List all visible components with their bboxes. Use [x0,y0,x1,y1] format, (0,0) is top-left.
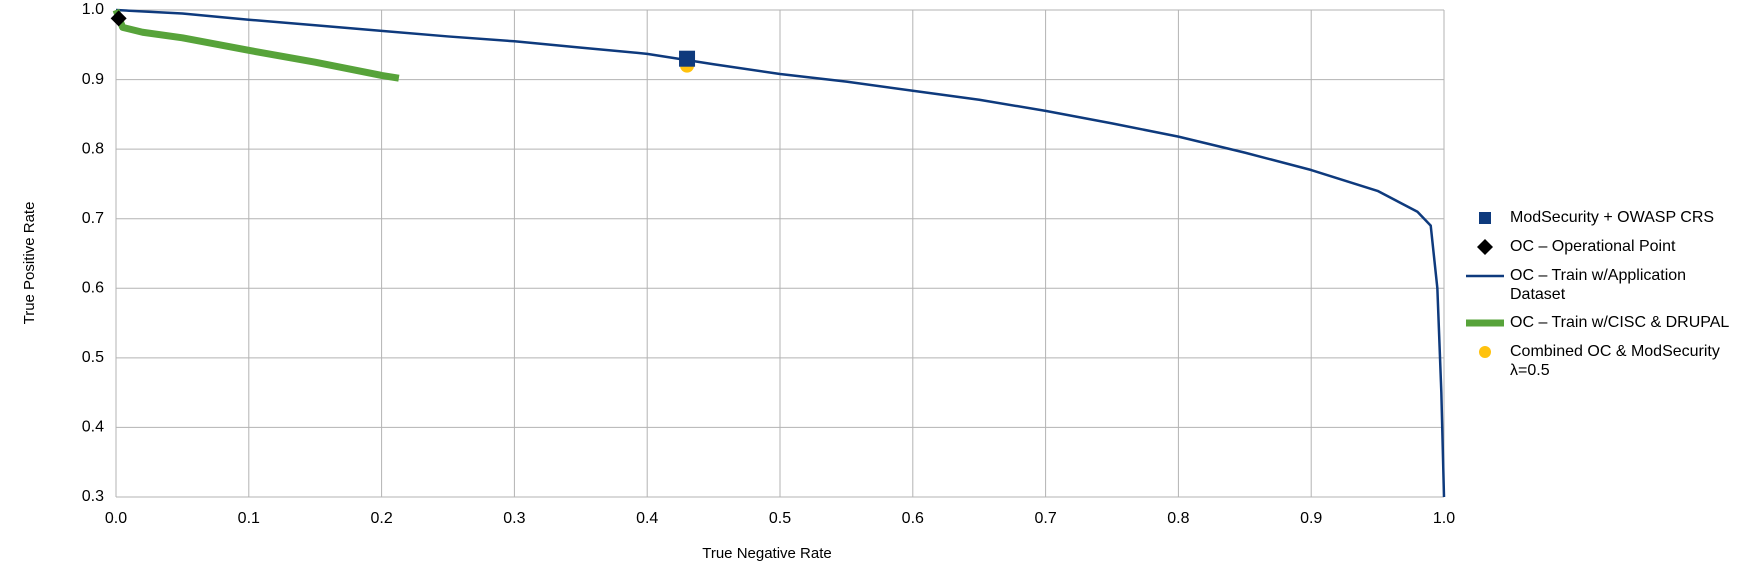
legend-symbol [1479,346,1491,358]
x-tick-label: 1.0 [1433,510,1455,527]
y-axis-title: True Positive Rate [21,202,38,325]
legend-item: OC – Train w/CISC & DRUPAL [1466,313,1744,333]
legend-item: OC – Operational Point [1466,237,1744,257]
diamond-marker [1477,239,1493,255]
legend-label: Combined OC & ModSecurity λ=0.5 [1510,343,1720,379]
legend-symbol [1466,319,1504,327]
x-tick-label: 0.1 [238,510,260,527]
legend-label: OC – Operational Point [1510,238,1676,255]
y-tick-label: 0.9 [82,71,104,88]
y-tick-label: 0.8 [82,140,104,157]
series-line [112,8,400,82]
y-tick-label: 0.7 [82,210,104,227]
square-marker [1479,212,1491,224]
y-tick-label: 0.4 [82,419,104,436]
x-tick-label: 0.6 [902,510,924,527]
legend-label: OC – Train w/Application Dataset [1510,267,1687,303]
x-tick-label: 0.9 [1300,510,1322,527]
x-tick-label: 0.7 [1034,510,1056,527]
x-tick-label: 0.0 [105,510,127,527]
y-tick-label: 0.6 [82,280,104,297]
x-tick-label: 0.5 [769,510,791,527]
legend-symbol [1477,239,1493,255]
circle-marker [1479,346,1491,358]
legend-item: ModSecurity + OWASP CRS [1466,208,1744,228]
legend-symbol [1479,212,1491,224]
legend-item: Combined OC & ModSecurity λ=0.5 [1466,342,1744,380]
x-axis-title: True Negative Rate [702,545,832,562]
legend-item: OC – Train w/Application Dataset [1466,266,1744,304]
legend-label: ModSecurity + OWASP CRS [1510,209,1715,226]
y-tick-label: 1.0 [82,1,104,18]
legend-label: OC – Train w/CISC & DRUPAL [1510,314,1730,331]
legend: ModSecurity + OWASP CRS OC – Operational … [1466,208,1744,389]
diamond-marker [110,10,127,27]
x-tick-label: 0.2 [370,510,392,527]
series-line [115,8,1446,498]
x-tick-label: 0.3 [503,510,525,527]
square-marker [679,50,696,67]
legend-symbol [1466,274,1504,278]
y-tick-label: 0.3 [82,488,104,505]
y-tick-label: 0.5 [82,349,104,366]
x-tick-label: 0.4 [636,510,658,527]
x-tick-label: 0.8 [1167,510,1189,527]
